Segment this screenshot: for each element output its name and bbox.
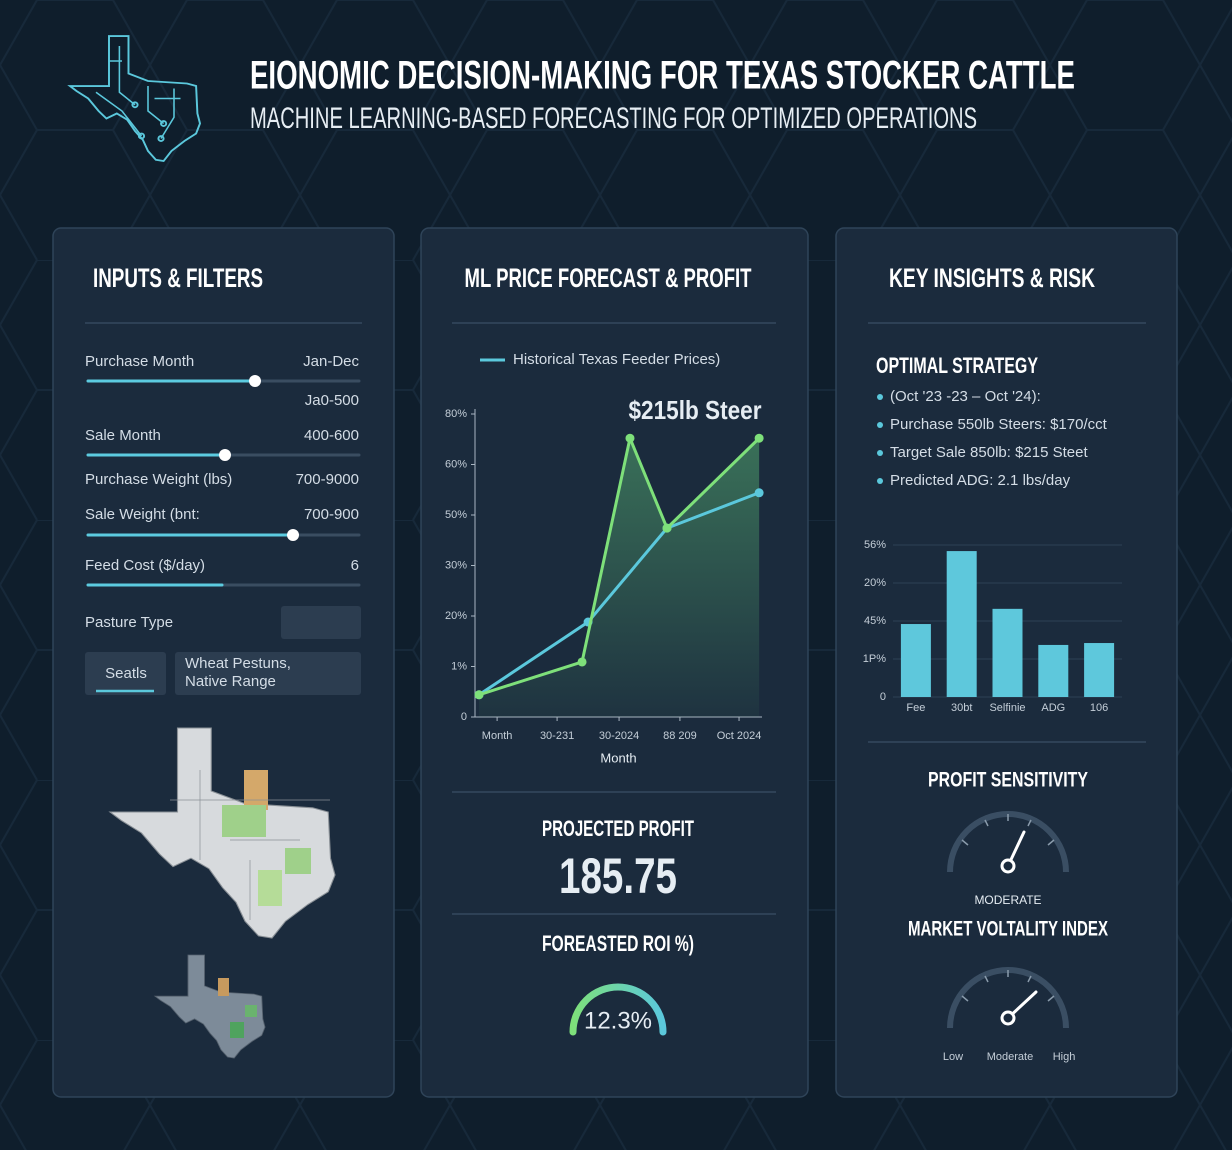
profit-value: 185.75: [559, 848, 677, 904]
data-point: [754, 433, 764, 443]
bar: [1038, 644, 1069, 697]
input-fields: Purchase Month Jan-Dec Ja0-500 Sale Month 40…: [85, 353, 359, 631]
bullet-dot: [877, 478, 883, 484]
pasture-options-box[interactable]: [175, 652, 361, 695]
series-line: [478, 491, 760, 697]
field-label: Feed Cost ($/day): [85, 557, 205, 574]
data-point: [662, 523, 672, 533]
field-value: Jan-Dec: [303, 353, 359, 370]
y-tick-label: 60%: [445, 458, 467, 470]
page-title: EIONOMIC DECISION-MAKING FOR TEXAS STOCK…: [250, 54, 1075, 98]
bullet-dot: [877, 450, 883, 456]
x-tick-label: 88 209: [663, 730, 697, 742]
pasture-value-box: [281, 606, 361, 639]
texas-map: [108, 726, 337, 940]
pasture-option[interactable]: Wheat Pestuns,: [185, 655, 291, 672]
y-tick-label: 50%: [445, 509, 467, 521]
y-tick-label: 0: [461, 711, 467, 723]
bar: [992, 608, 1023, 697]
y-tick-label: 1P%: [863, 653, 886, 665]
legend-label: Historical Texas Feeder Prices): [513, 351, 720, 368]
field-value: 400-600: [304, 427, 359, 444]
y-tick-label: 20%: [864, 577, 886, 589]
field-value: 6: [351, 557, 359, 574]
x-tick-label: Selfinie: [989, 702, 1025, 714]
scale-label: High: [1053, 1051, 1076, 1063]
x-tick-label: 106: [1090, 702, 1108, 714]
sliders: [86, 375, 361, 587]
y-tick-label: 1%: [451, 660, 467, 672]
x-axis-label: Month: [600, 750, 636, 765]
bar: [1084, 643, 1115, 697]
pasture-option[interactable]: Native Range: [185, 673, 276, 690]
y-tick-label: 0: [880, 691, 886, 703]
x-tick-label: Fee: [906, 702, 925, 714]
page-subtitle: MACHINE LEARNING-BASED FORECASTING FOR O…: [250, 102, 977, 135]
bullet-text: Predicted ADG: 2.1 lbs/day: [890, 472, 1071, 489]
y-tick-label: 45%: [864, 615, 886, 627]
field-value: 700-9000: [296, 471, 359, 488]
roi-label: FOREASTED ROI %): [542, 931, 694, 956]
volatility-title: MARKET VOLTALITY INDEX: [908, 918, 1108, 941]
logo: [69, 35, 201, 162]
data-point: [474, 690, 484, 700]
sensitivity-title: PROFIT SENSITIVITY: [928, 769, 1088, 792]
sensitivity-level: MODERATE: [974, 893, 1041, 907]
strategy-bullets: (Oct '23 -23 – Oct '24): Purchase 550lb S…: [877, 388, 1108, 489]
y-tick-label: 80%: [445, 408, 467, 420]
field-value: Ja0-500: [305, 392, 359, 409]
x-tick-label: Month: [482, 730, 513, 742]
y-tick-label: 56%: [864, 539, 886, 551]
x-tick-label: 30-2024: [599, 730, 639, 742]
sensitivity-gauge: [947, 811, 1069, 874]
bullet-text: (Oct '23 -23 – Oct '24):: [890, 388, 1041, 405]
bullet-text: Target Sale 850lb: $215 Steet: [890, 444, 1088, 461]
field-label: Sale Month: [85, 427, 161, 444]
bullet-dot: [877, 394, 883, 400]
field-label: Purchase Month: [85, 353, 194, 370]
profit-label: PROJECTED PROFIT: [542, 816, 694, 841]
data-point: [625, 433, 635, 443]
x-tick-label: Oct 2024: [717, 730, 762, 742]
y-tick-label: 30%: [445, 559, 467, 571]
data-point: [577, 657, 587, 667]
x-tick-label: ADG: [1041, 702, 1065, 714]
field-label: Pasture Type: [85, 614, 173, 631]
scale-label: Low: [943, 1051, 963, 1063]
bullet-dot: [877, 422, 883, 428]
field-value: 700-900: [304, 506, 359, 523]
data-point: [754, 488, 764, 498]
panel-title: KEY INSIGHTS & RISK: [889, 263, 1095, 293]
panel-title: INPUTS & FILTERS: [93, 263, 263, 293]
field-label: Sale Weight (bnt:: [85, 506, 200, 523]
pasture-button[interactable]: [85, 652, 166, 695]
strategy-title: OPTIMAL STRATEGY: [876, 353, 1038, 378]
panel-title: ML PRICE FORECAST & PROFIT: [465, 263, 752, 293]
roi-value: 12.3%: [584, 1007, 652, 1034]
x-tick-label: 30bt: [951, 702, 972, 714]
annotation: $215lb Steer: [629, 395, 762, 425]
scale-label: Moderate: [987, 1051, 1033, 1063]
texas-map-small: [154, 954, 266, 1059]
x-tick-label: 30-231: [540, 730, 574, 742]
bar: [946, 551, 977, 697]
bar: [900, 624, 931, 697]
volatility-gauge: [947, 967, 1069, 1029]
field-label: Purchase Weight (lbs): [85, 471, 232, 488]
pasture-selected[interactable]: Seatls: [105, 665, 147, 682]
y-tick-label: 20%: [445, 610, 467, 622]
bullet-text: Purchase 550lb Steers: $170/cct: [890, 416, 1108, 433]
roi-arc: [569, 983, 667, 1036]
